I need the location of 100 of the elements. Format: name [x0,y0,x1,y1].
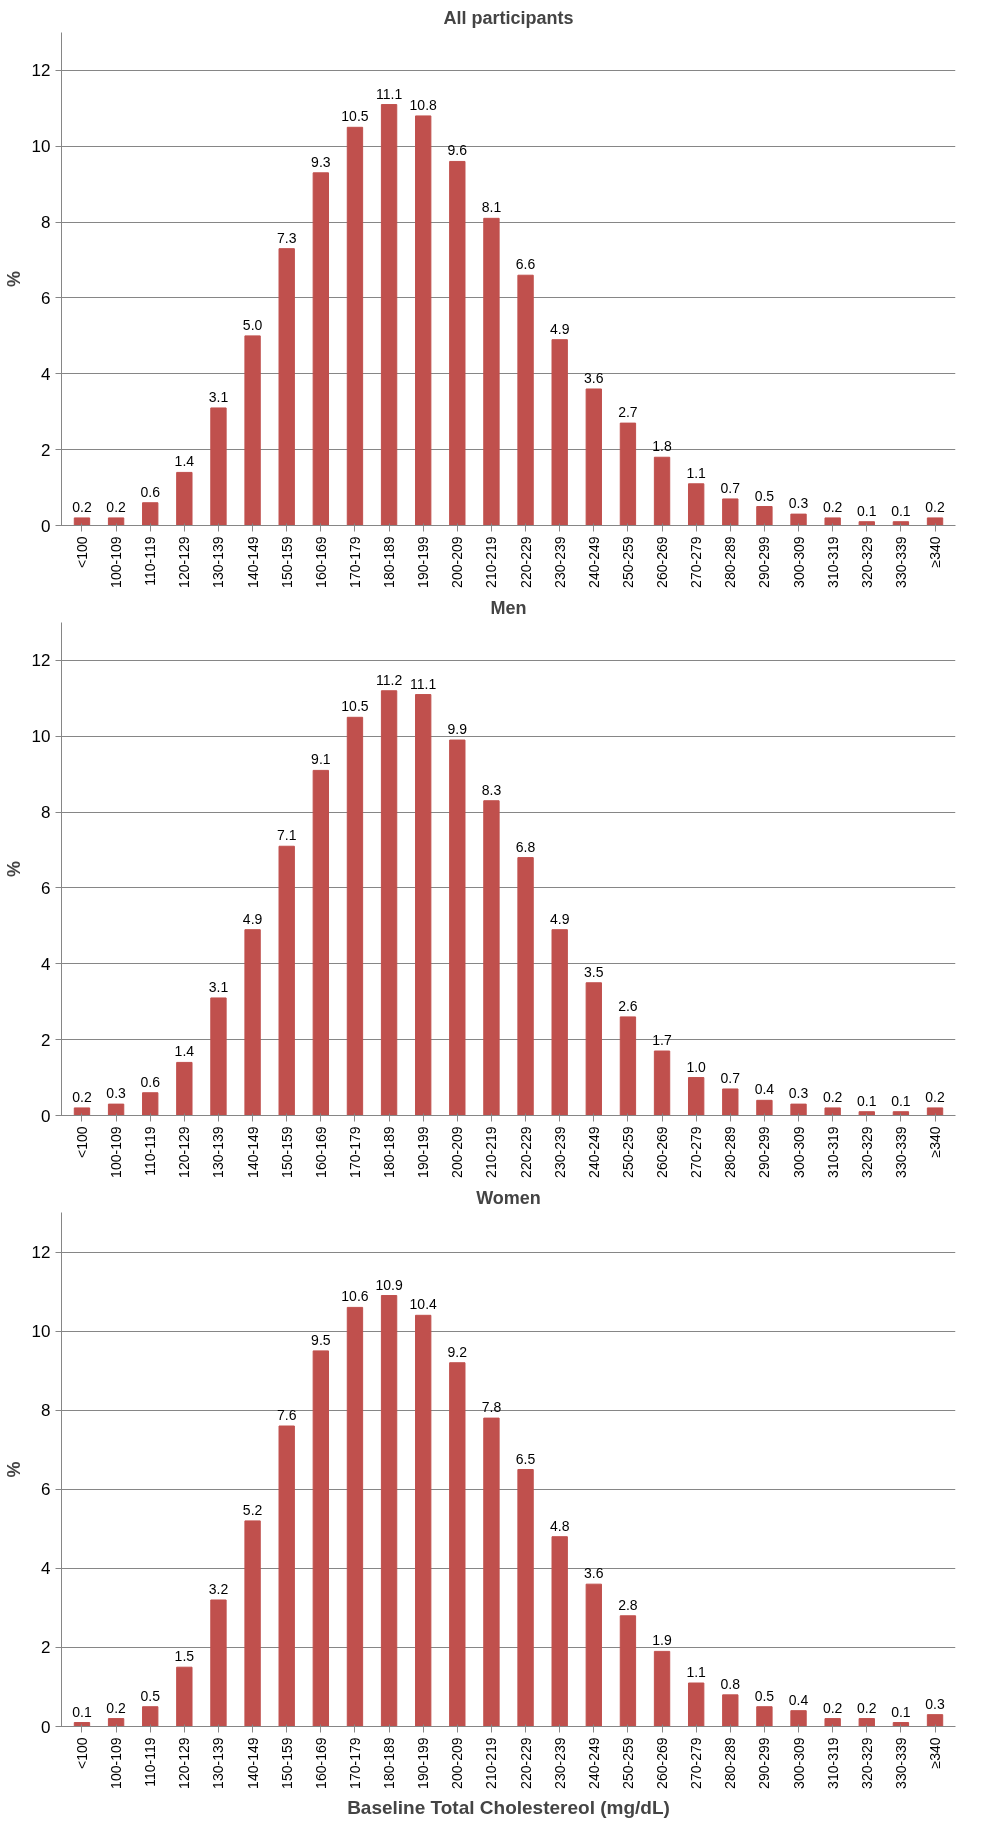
x-tick-label: 190-199 [415,536,432,588]
bar [585,388,602,526]
data-label: 0.8 [720,1675,741,1692]
data-label: 2.7 [618,404,638,421]
data-label: 0.2 [925,498,945,515]
x-tick-label: 180-189 [381,536,398,588]
x-tick-label: 330-339 [892,1737,909,1789]
x-tick-label: 240-249 [585,1737,602,1789]
y-axis-title: % [3,860,24,877]
bar [278,248,295,526]
x-tick-label: 280-289 [722,1737,739,1789]
data-label: 0.6 [140,1073,161,1090]
bar [483,217,500,526]
x-tick-label: 300-309 [790,536,807,588]
data-label: 0.4 [788,1691,809,1708]
bar [176,471,193,526]
bar [653,1050,671,1116]
data-label: 4.9 [549,320,570,337]
bar [687,483,705,526]
data-label: 0.2 [822,1088,843,1105]
bar [244,1520,261,1727]
bar [722,1694,739,1727]
bar [517,1469,534,1727]
y-tick-label: 10 [31,1322,51,1342]
bar [107,517,125,526]
bar [517,274,534,526]
bar [312,769,330,1116]
chart-title: Women [476,1187,541,1208]
x-tick-label: 230-239 [551,1126,568,1178]
data-label: 0.7 [720,1069,741,1086]
data-label: 11.1 [375,85,403,102]
y-tick-label: 12 [31,61,51,81]
y-tick-label: 4 [41,954,51,974]
x-tick-label: 190-199 [415,1737,432,1789]
y-tick-label: 0 [41,1717,51,1737]
data-label: 1.7 [652,1032,672,1049]
data-label: 9.5 [311,1331,331,1348]
data-label: 3.6 [584,369,604,386]
data-label: 9.2 [447,1343,468,1360]
x-tick-label: 130-139 [210,536,227,588]
x-tick-label: 300-309 [790,1126,807,1178]
bar [892,521,910,526]
bar [142,1706,159,1727]
y-axis-title: % [3,270,24,287]
x-tick-label: 200-209 [449,1737,466,1789]
data-label: 0.2 [106,498,127,515]
bar [824,517,841,526]
data-label: 0.5 [140,1687,161,1704]
bar [619,1016,637,1116]
y-tick-label: 0 [41,1106,51,1126]
data-label: 7.1 [276,827,297,844]
data-label: 1.4 [174,453,195,470]
data-label: 3.5 [584,963,604,980]
x-tick-label: 100-109 [108,1126,125,1178]
bar [210,1599,227,1727]
x-tick-label: 140-149 [244,1126,261,1178]
x-tick-label: 210-219 [483,1737,500,1789]
y-tick-label: 8 [41,1401,51,1421]
data-label: 1.0 [686,1058,707,1075]
bar [687,1682,705,1727]
data-label: 0.2 [857,1699,877,1716]
x-axis-title: Baseline Total Cholestereol (mg/dL) [347,1796,670,1818]
bar [858,1718,875,1727]
data-label: 0.2 [822,1699,843,1716]
x-tick-label: 330-339 [892,1126,909,1178]
bar [449,739,466,1116]
bar [415,694,432,1116]
data-label: 3.6 [584,1565,604,1582]
x-tick-label: 150-159 [278,1126,295,1178]
y-tick-label: 8 [41,213,51,233]
bar [517,857,534,1116]
y-tick-label: 8 [41,803,51,823]
x-tick-label: 160-169 [312,536,329,588]
data-label: 2.6 [618,997,638,1014]
data-label: 7.3 [276,229,297,246]
data-label: 5.0 [242,316,263,333]
x-tick-label: 300-309 [790,1737,807,1789]
x-tick-label: 200-209 [449,536,466,588]
x-tick-label: 210-219 [483,1126,500,1178]
data-label: 10.8 [409,96,438,113]
data-label: 0.1 [857,1092,877,1109]
chart-title: Men [490,597,527,618]
bar [722,498,739,526]
x-tick-label: 320-329 [858,536,875,588]
data-label: 0.1 [857,502,877,519]
x-tick-label: 250-259 [619,1126,636,1178]
data-label: 0.3 [925,1695,945,1712]
data-label: 10.6 [341,1288,369,1305]
x-tick-label: 170-179 [346,1737,363,1789]
x-tick-label: 120-129 [176,1126,193,1178]
bar [346,126,364,526]
data-label: 10.5 [341,108,369,125]
data-label: 4.9 [549,910,570,927]
data-label: 11.2 [375,671,403,688]
bar [346,1306,364,1727]
y-tick-label: 6 [41,288,51,308]
data-label: 10.5 [341,698,369,715]
x-tick-label: 220-229 [517,1737,534,1789]
data-label: 8.3 [481,781,502,798]
x-tick-label: 280-289 [722,1126,739,1178]
